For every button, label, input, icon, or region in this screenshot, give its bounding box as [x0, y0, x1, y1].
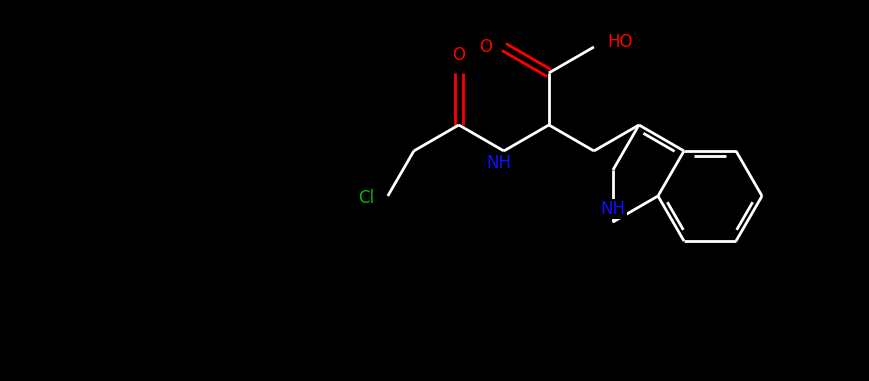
- Text: NH: NH: [487, 154, 511, 172]
- Text: O: O: [453, 46, 465, 64]
- Text: HO: HO: [607, 33, 633, 51]
- Text: Cl: Cl: [358, 189, 374, 207]
- Text: O: O: [480, 38, 493, 56]
- Text: NH: NH: [600, 200, 626, 218]
